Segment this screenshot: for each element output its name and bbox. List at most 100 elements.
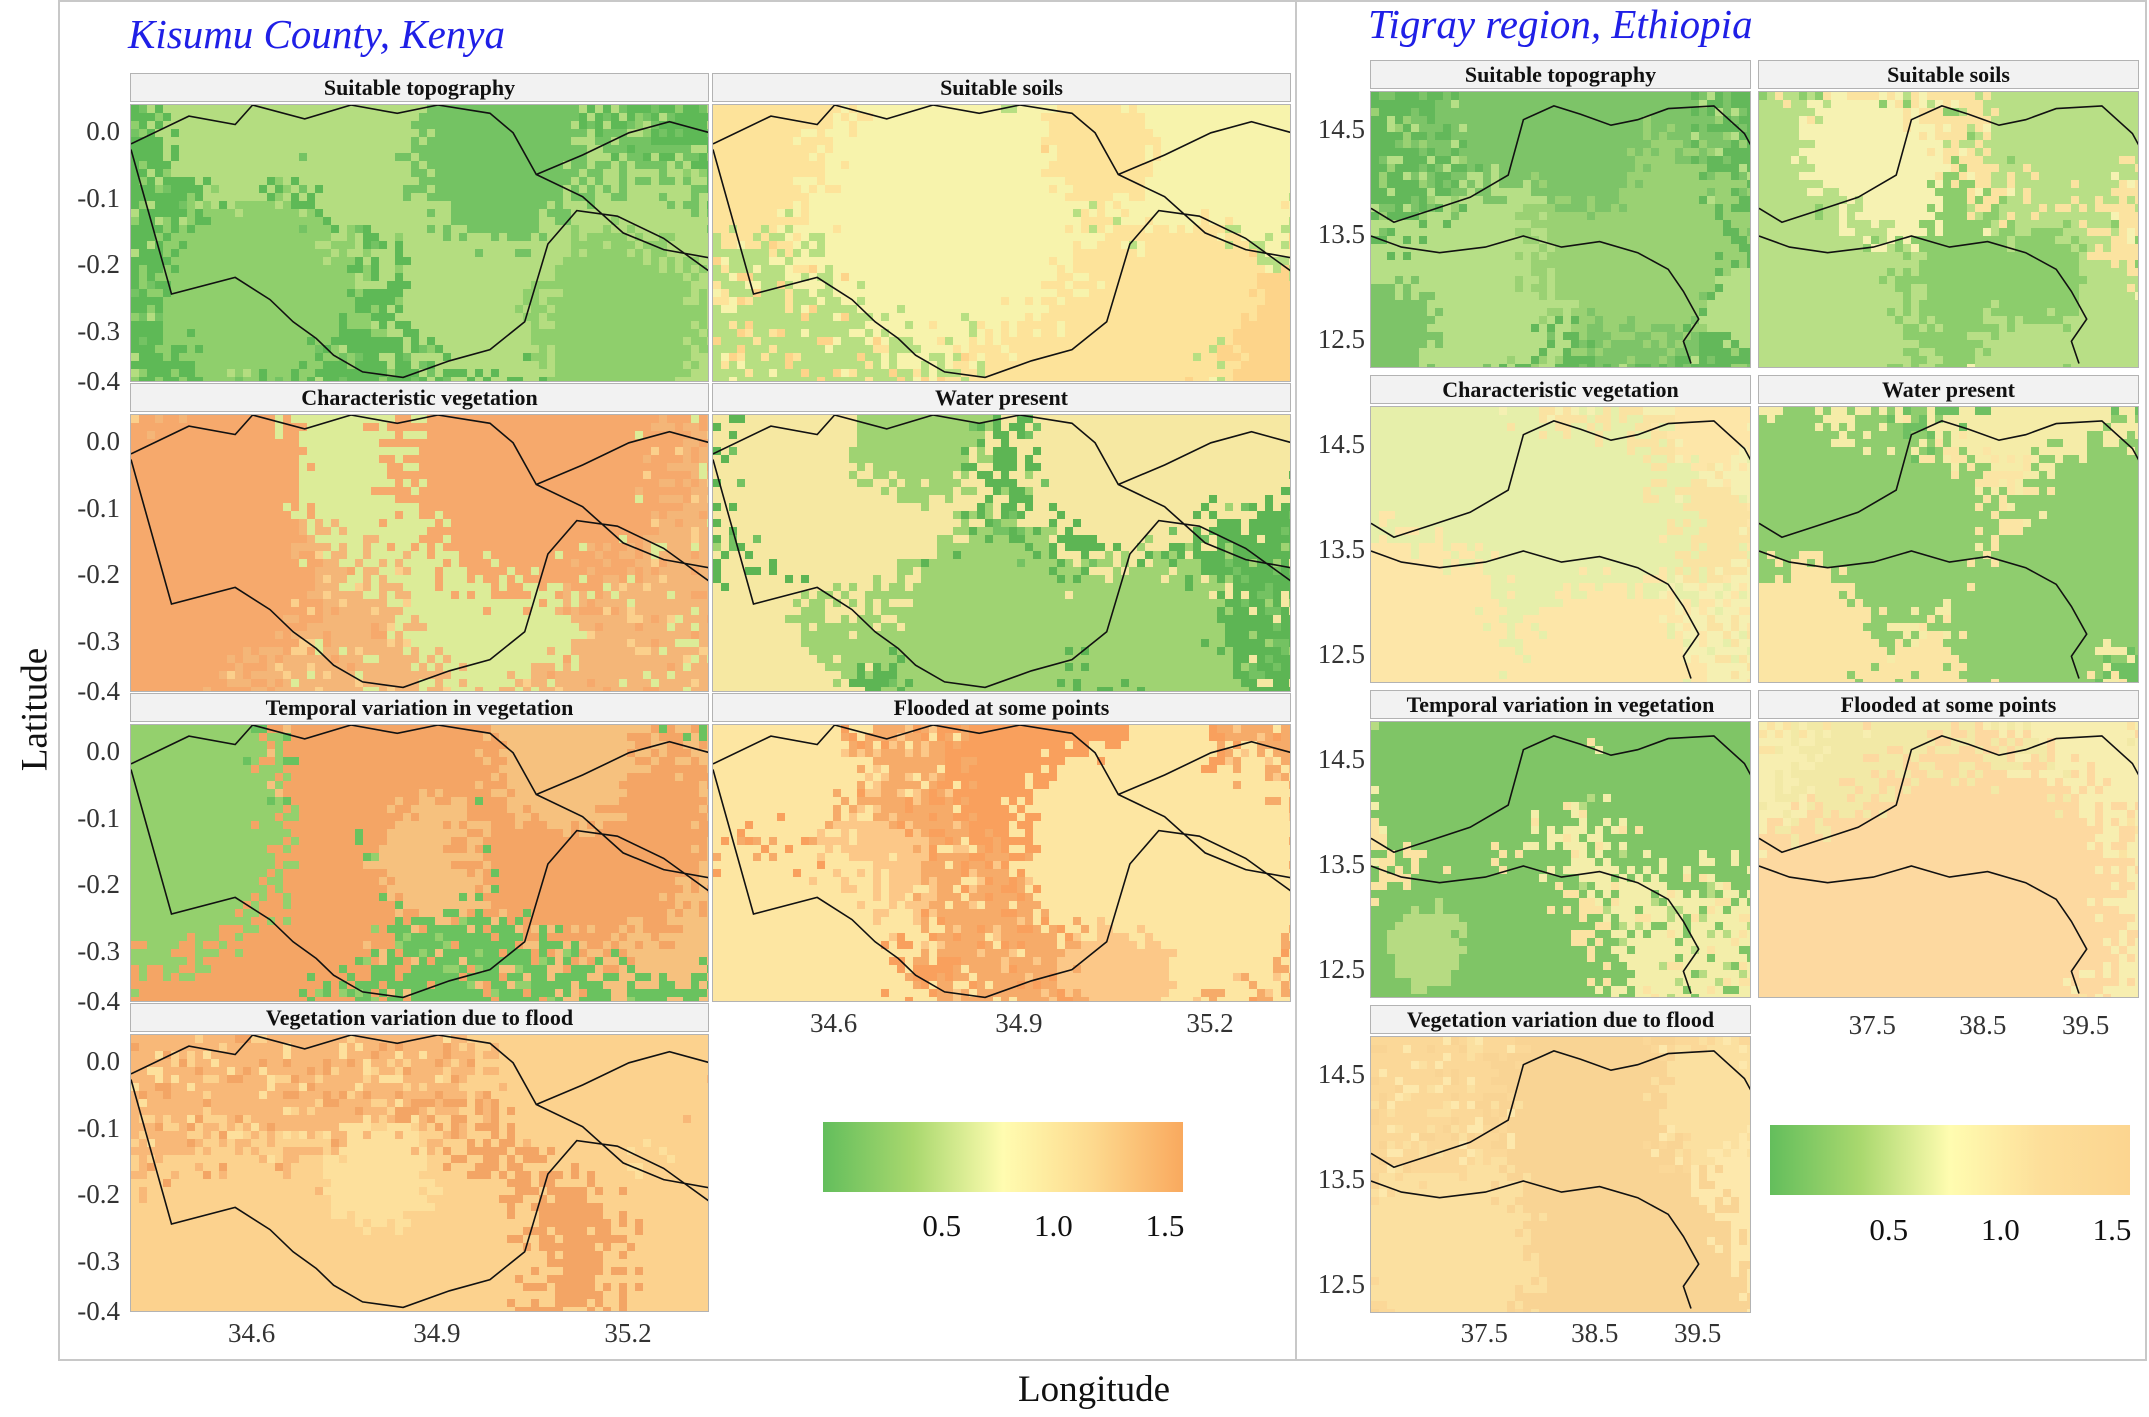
kisumu-y-tick-label: -0.2	[50, 249, 120, 280]
tigray-map-panel	[1370, 1036, 1751, 1313]
boundary-line	[1371, 420, 1750, 539]
raster-cells	[131, 415, 708, 691]
tigray-map-panel	[1758, 721, 2139, 998]
boundary-line-secondary	[535, 430, 708, 486]
boundary-line	[1759, 105, 2138, 224]
raster-cells	[1371, 407, 1750, 682]
kisumu-y-tick-label: -0.3	[50, 936, 120, 967]
boundary-line-secondary	[535, 1050, 708, 1106]
boundary-line-secondary	[1117, 740, 1290, 796]
boundary-line-secondary	[1117, 120, 1290, 176]
kisumu-x-tick-label: 34.9	[387, 1318, 487, 1349]
kisumu-legend-label: 1.0	[1013, 1208, 1093, 1244]
raster-cells	[713, 725, 1290, 1001]
raster-cells	[1759, 92, 2138, 367]
tigray-map-panel	[1370, 721, 1751, 998]
tigray-x-tick-label: 38.5	[1545, 1318, 1645, 1349]
kisumu-map-panel	[130, 724, 709, 1002]
tigray-y-tick-label: 13.5	[1295, 534, 1365, 565]
tigray-map-panel	[1758, 91, 2139, 368]
raster-cells	[713, 415, 1290, 691]
x-axis-title: Longitude	[1018, 1368, 1170, 1411]
tigray-y-tick-label: 14.5	[1295, 429, 1365, 460]
tigray-x-tick-label: 39.5	[1648, 1318, 1748, 1349]
kisumu-y-tick-label: -0.2	[50, 869, 120, 900]
boundary-line	[713, 105, 1290, 379]
kisumu-x-tick-label: 34.6	[202, 1318, 302, 1349]
kisumu-region-title: Kisumu County, Kenya	[128, 10, 505, 58]
boundary-line	[1759, 420, 2138, 539]
boundary-line	[131, 105, 708, 379]
boundary-line-secondary	[535, 120, 708, 176]
tigray-legend-colorbar	[1770, 1125, 2130, 1195]
tigray-map-panel	[1758, 406, 2139, 683]
boundary-line-secondary	[1371, 865, 1700, 994]
tigray-y-tick-label: 12.5	[1295, 1269, 1365, 1300]
tigray-raster-map	[1759, 92, 2138, 367]
kisumu-x-tick-label: 34.9	[969, 1008, 1069, 1039]
kisumu-raster-map	[131, 1035, 708, 1311]
kisumu-map-panel	[712, 414, 1291, 692]
kisumu-map-panel	[130, 1034, 709, 1312]
kisumu-panel-title: Suitable topography	[130, 73, 709, 102]
tigray-y-tick-label: 12.5	[1295, 324, 1365, 355]
kisumu-raster-map	[131, 415, 708, 691]
boundary-line	[1371, 1050, 1750, 1169]
kisumu-y-tick-label: -0.1	[50, 1113, 120, 1144]
boundary-line	[713, 725, 1290, 999]
tigray-y-tick-label: 14.5	[1295, 744, 1365, 775]
raster-cells	[713, 105, 1290, 381]
boundary-line-secondary	[1371, 550, 1700, 679]
kisumu-y-tick-label: -0.3	[50, 626, 120, 657]
tigray-panel-title: Temporal variation in vegetation	[1370, 690, 1751, 719]
boundary-line	[713, 415, 1290, 689]
tigray-x-tick-label: 38.5	[1933, 1010, 2033, 1041]
kisumu-y-tick-label: -0.2	[50, 1179, 120, 1210]
tigray-raster-map	[1759, 722, 2138, 997]
kisumu-x-tick-label: 35.2	[578, 1318, 678, 1349]
kisumu-x-tick-label: 35.2	[1160, 1008, 1260, 1039]
kisumu-y-tick-label: -0.1	[50, 803, 120, 834]
tigray-legend-label: 1.0	[1960, 1212, 2040, 1248]
kisumu-y-tick-label: -0.4	[50, 676, 120, 707]
kisumu-y-tick-label: 0.0	[50, 426, 120, 457]
raster-cells	[1371, 722, 1750, 997]
raster-cells	[1371, 1037, 1750, 1312]
kisumu-panel-title: Characteristic vegetation	[130, 383, 709, 412]
tigray-x-tick-label: 39.5	[2036, 1010, 2136, 1041]
boundary-line-secondary	[535, 740, 708, 796]
kisumu-raster-map	[713, 105, 1290, 381]
kisumu-panel-title: Flooded at some points	[712, 693, 1291, 722]
boundary-line	[131, 415, 708, 689]
tigray-y-tick-label: 13.5	[1295, 849, 1365, 880]
tigray-panel-title: Characteristic vegetation	[1370, 375, 1751, 404]
kisumu-map-panel	[130, 414, 709, 692]
boundary-line	[1371, 105, 1750, 224]
kisumu-y-tick-label: 0.0	[50, 116, 120, 147]
kisumu-map-panel	[130, 104, 709, 382]
boundary-line	[131, 1035, 708, 1309]
kisumu-y-tick-label: -0.4	[50, 986, 120, 1017]
kisumu-y-tick-label: -0.4	[50, 1296, 120, 1327]
kisumu-y-tick-label: -0.1	[50, 493, 120, 524]
tigray-raster-map	[1371, 722, 1750, 997]
tigray-map-panel	[1370, 406, 1751, 683]
kisumu-raster-map	[713, 415, 1290, 691]
tigray-y-tick-label: 13.5	[1295, 219, 1365, 250]
raster-cells	[1371, 92, 1750, 367]
tigray-x-tick-label: 37.5	[1822, 1010, 1922, 1041]
kisumu-map-panel	[712, 104, 1291, 382]
tigray-panel-title: Flooded at some points	[1758, 690, 2139, 719]
raster-cells	[131, 105, 708, 381]
raster-cells	[131, 1035, 708, 1311]
boundary-line-secondary	[1371, 235, 1700, 364]
tigray-map-panel	[1370, 91, 1751, 368]
boundary-line-secondary	[1117, 430, 1290, 486]
tigray-y-tick-label: 14.5	[1295, 114, 1365, 145]
boundary-line	[1759, 735, 2138, 854]
kisumu-panel-title: Vegetation variation due to flood	[130, 1003, 709, 1032]
boundary-line-secondary	[1371, 1180, 1700, 1309]
tigray-figure-frame	[1295, 0, 2147, 1361]
kisumu-y-tick-label: 0.0	[50, 1046, 120, 1077]
tigray-panel-title: Water present	[1758, 375, 2139, 404]
